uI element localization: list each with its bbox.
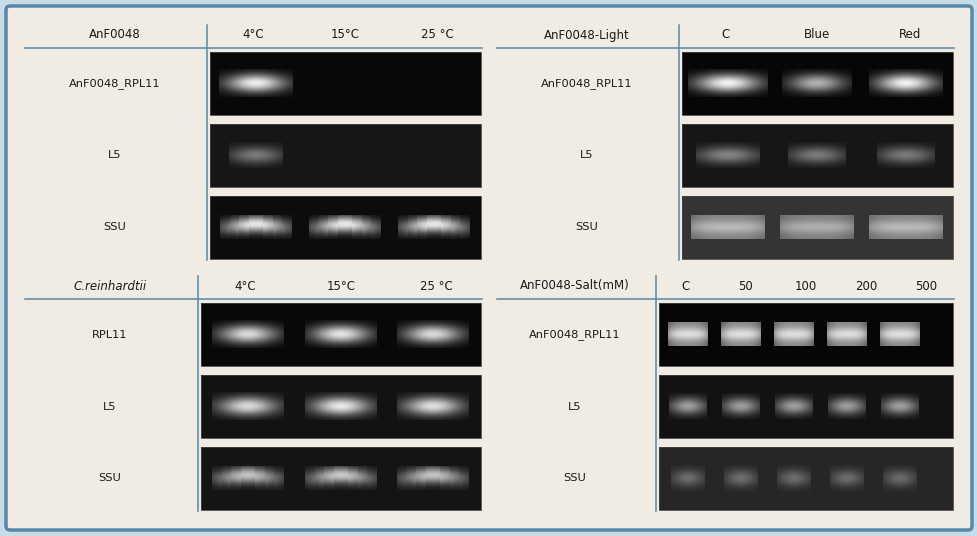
Text: SSU: SSU	[563, 473, 585, 483]
Text: AnF0048_RPL11: AnF0048_RPL11	[540, 78, 631, 90]
Text: RPL11: RPL11	[92, 330, 127, 340]
Bar	[200, 303, 480, 367]
Bar	[681, 196, 952, 259]
Text: 4°C: 4°C	[234, 279, 256, 293]
Bar	[210, 124, 481, 187]
Text: 500: 500	[913, 279, 936, 293]
Text: AnF0048_RPL11: AnF0048_RPL11	[529, 330, 620, 340]
Text: 200: 200	[854, 279, 876, 293]
FancyBboxPatch shape	[6, 6, 971, 530]
Text: SSU: SSU	[574, 222, 597, 232]
Text: Blue: Blue	[803, 28, 829, 41]
Bar	[210, 53, 481, 115]
Text: C: C	[720, 28, 729, 41]
Text: 15°C: 15°C	[330, 28, 360, 41]
Text: L5: L5	[107, 151, 121, 160]
Text: 50: 50	[738, 279, 752, 293]
Bar	[658, 375, 952, 438]
Text: L5: L5	[103, 401, 116, 412]
Text: AnF0048-Salt(mM): AnF0048-Salt(mM)	[520, 279, 629, 293]
Bar	[210, 196, 481, 259]
Text: SSU: SSU	[103, 222, 126, 232]
Text: 25 °C: 25 °C	[421, 28, 453, 41]
Bar	[658, 446, 952, 510]
Text: 15°C: 15°C	[326, 279, 355, 293]
Text: L5: L5	[568, 401, 581, 412]
Text: L5: L5	[579, 151, 592, 160]
Bar	[200, 446, 480, 510]
Text: 25 °C: 25 °C	[419, 279, 452, 293]
Bar	[200, 375, 480, 438]
Text: 100: 100	[794, 279, 816, 293]
Bar	[681, 124, 952, 187]
Text: SSU: SSU	[99, 473, 121, 483]
Text: Red: Red	[898, 28, 920, 41]
Text: 4°C: 4°C	[242, 28, 264, 41]
Text: AnF0048-Light: AnF0048-Light	[543, 28, 628, 41]
Text: AnF0048: AnF0048	[89, 28, 140, 41]
Text: C.reinhardtii: C.reinhardtii	[73, 279, 147, 293]
Bar	[658, 303, 952, 367]
Text: C: C	[681, 279, 689, 293]
Bar	[681, 53, 952, 115]
Text: AnF0048_RPL11: AnF0048_RPL11	[68, 78, 160, 90]
